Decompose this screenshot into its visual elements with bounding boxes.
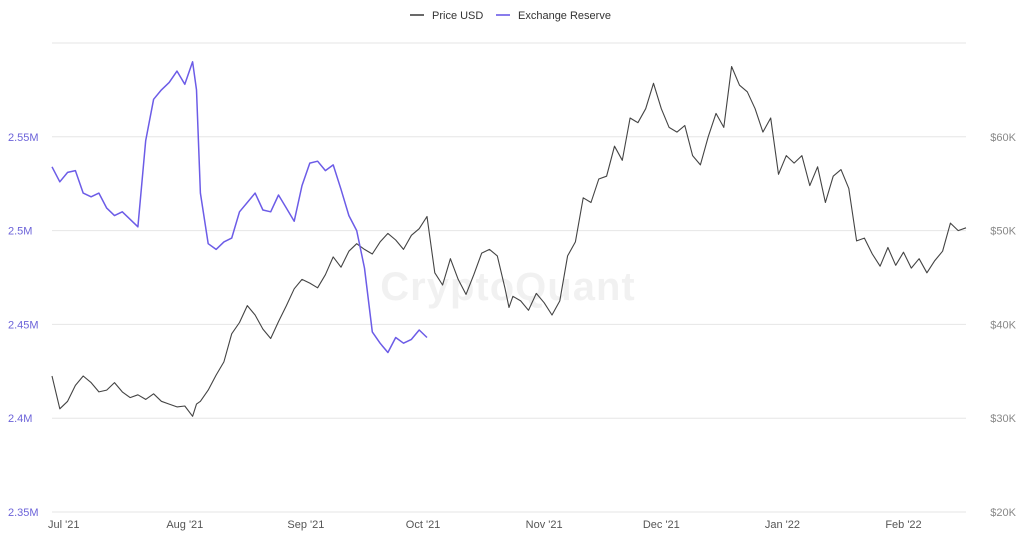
x-tick-label: Sep '21 [287,519,324,531]
legend-item[interactable]: Exchange Reserve [496,10,611,22]
y-right-tick-label: $50K [990,226,1016,238]
y-right-tick-label: $30K [990,413,1016,425]
series-layer [51,61,967,417]
legend: Price USD Exchange Reserve [410,10,611,22]
x-tick-label: Feb '22 [885,519,921,531]
series-line-exchange-reserve [51,61,428,354]
axis-layer: 2.35M 2.4M 2.45M 2.5M 2.55M $20K $30K $40K $50K $… [8,132,1017,531]
x-tick-label: Jul '21 [48,519,79,531]
y-left-tick-label: 2.5M [8,226,32,238]
y-right-tick-label: $20K [990,507,1016,519]
y-left-tick-label: 2.45M [8,319,39,331]
y-left-tick-label: 2.35M [8,507,39,519]
series-line-price-usd [51,65,967,417]
grid-layer [52,42,966,513]
legend-label: Exchange Reserve [518,10,611,22]
y-left-tick-label: 2.55M [8,132,39,144]
y-left-tick-label: 2.4M [8,413,32,425]
x-tick-label: Oct '21 [406,519,441,531]
y-right-tick-label: $60K [990,132,1016,144]
legend-label: Price USD [432,10,483,22]
x-tick-label: Dec '21 [643,519,680,531]
x-tick-label: Nov '21 [526,519,563,531]
x-tick-label: Aug '21 [166,519,203,531]
y-right-tick-label: $40K [990,319,1016,331]
legend-item[interactable]: Price USD [410,10,483,22]
x-tick-label: Jan '22 [765,519,800,531]
